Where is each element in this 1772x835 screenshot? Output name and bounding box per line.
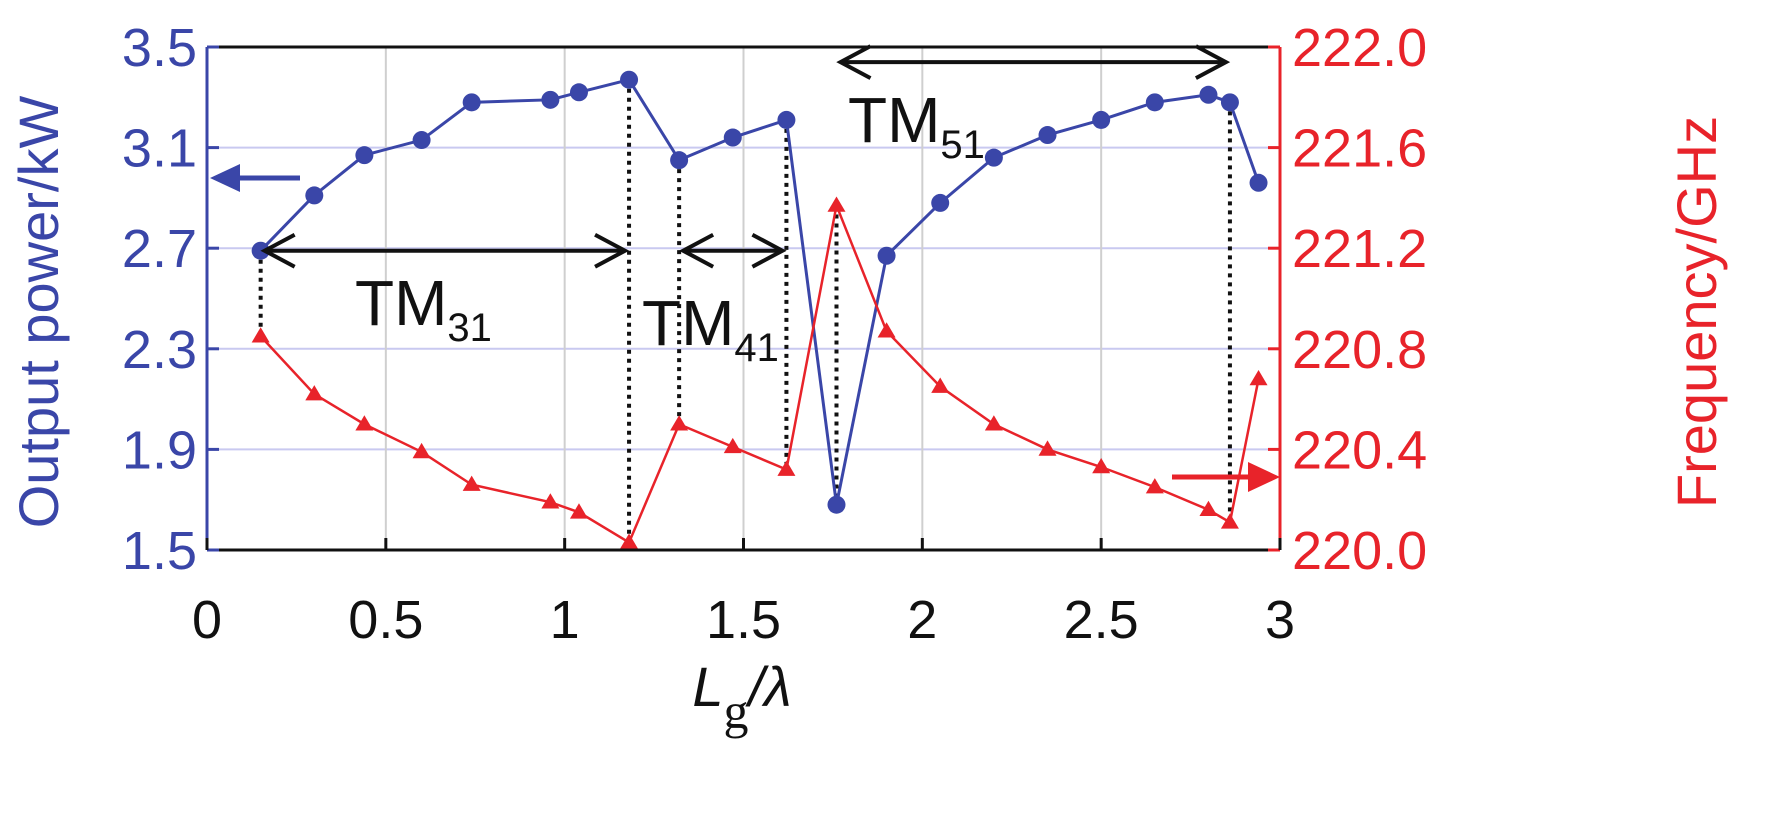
frequency-point bbox=[412, 442, 431, 459]
power-point bbox=[827, 495, 846, 514]
mode-label: TM51 bbox=[848, 84, 985, 167]
mode-span-arrowhead-left bbox=[678, 232, 715, 269]
power-point bbox=[569, 83, 588, 102]
grid-layer bbox=[207, 47, 1280, 550]
x-tick-label: 1.5 bbox=[706, 590, 781, 650]
power-point bbox=[462, 93, 481, 112]
x-axis-title-main: L bbox=[692, 655, 723, 718]
mode-span-arrowhead-right bbox=[594, 232, 630, 269]
power-point bbox=[984, 148, 1003, 167]
x-axis-title-tail: /λ bbox=[745, 655, 792, 718]
dotted-lines-layer bbox=[258, 79, 1232, 543]
right-tick-label: 222.0 bbox=[1292, 18, 1427, 78]
frequency-point bbox=[1199, 500, 1218, 517]
frequency-point bbox=[620, 533, 639, 549]
left-axis-title: Output power/kW bbox=[7, 96, 70, 529]
frequency-point bbox=[777, 460, 796, 476]
power-point bbox=[931, 193, 950, 212]
mode-span-arrowhead-left bbox=[260, 232, 296, 269]
frequency-point bbox=[462, 475, 481, 491]
frequency-point bbox=[931, 377, 950, 393]
x-tick-label: 3 bbox=[1265, 590, 1295, 650]
right-axis-indicator-arrowhead bbox=[1248, 462, 1280, 492]
left-tick-label: 3.5 bbox=[122, 18, 197, 78]
frequency-point bbox=[984, 415, 1003, 431]
frequency-point bbox=[541, 493, 560, 509]
frequency-point bbox=[305, 385, 324, 401]
right-tick-label: 221.2 bbox=[1292, 219, 1427, 279]
power-point bbox=[1145, 93, 1164, 112]
power-point bbox=[305, 186, 324, 205]
mode-span-arrowhead-right bbox=[1194, 44, 1231, 80]
frequency-point bbox=[251, 327, 270, 343]
power-point bbox=[355, 146, 374, 165]
power-point bbox=[541, 90, 560, 109]
power-point bbox=[723, 128, 742, 147]
mode-label: TM31 bbox=[355, 267, 492, 350]
power-point bbox=[1199, 85, 1218, 104]
axis-indicator-arrows bbox=[210, 164, 1280, 492]
mode-label-sub: 51 bbox=[940, 123, 985, 167]
mode-span-arrowhead-left bbox=[836, 44, 872, 80]
frequency-point bbox=[355, 415, 374, 431]
mode-span-arrowhead-right bbox=[751, 232, 787, 269]
frequency-point bbox=[723, 437, 742, 454]
frequency-point bbox=[877, 322, 896, 338]
mode-label-sub: 31 bbox=[447, 306, 492, 350]
x-tick-label: 2.5 bbox=[1064, 590, 1139, 650]
frequency-point bbox=[827, 196, 846, 212]
left-tick-label: 2.3 bbox=[122, 320, 197, 380]
frequency-point bbox=[1220, 513, 1239, 529]
x-axis-title-sub: g bbox=[724, 683, 749, 739]
right-tick-label: 220.0 bbox=[1292, 521, 1427, 581]
power-point bbox=[1092, 110, 1111, 129]
frequency-point bbox=[1092, 458, 1111, 474]
power-point bbox=[777, 110, 796, 129]
frequency-point bbox=[670, 415, 689, 431]
tick-labels-layer: 1.51.92.32.73.13.5220.0220.4220.8221.222… bbox=[122, 18, 1427, 650]
right-series-line bbox=[259, 200, 1260, 545]
left-tick-label: 3.1 bbox=[122, 119, 197, 179]
power-point bbox=[620, 70, 639, 89]
x-tick-label: 0.5 bbox=[348, 590, 423, 650]
power-point bbox=[1038, 126, 1057, 145]
right-tick-label: 221.6 bbox=[1292, 119, 1427, 179]
x-tick-label: 1 bbox=[550, 590, 580, 650]
left-tick-label: 1.5 bbox=[122, 521, 197, 581]
power-point bbox=[670, 151, 689, 170]
axes-layer bbox=[205, 45, 1282, 552]
power-point bbox=[412, 131, 431, 150]
power-point bbox=[1220, 93, 1239, 112]
frequency-point bbox=[1145, 478, 1164, 494]
right-tick-label: 220.8 bbox=[1292, 320, 1427, 380]
frequency-point bbox=[1038, 440, 1057, 456]
power-point bbox=[1249, 173, 1268, 192]
left-axis-indicator-arrowhead bbox=[210, 164, 240, 192]
frequency-point bbox=[1249, 369, 1268, 386]
mode-label-sub: 41 bbox=[734, 326, 779, 370]
x-axis-title: Lg/λ bbox=[692, 655, 791, 739]
right-axis-title: Frequency/GHz bbox=[1665, 116, 1728, 508]
mode-label-main: TM bbox=[642, 287, 734, 359]
mode-label: TM41 bbox=[642, 287, 779, 370]
mode-label-main: TM bbox=[848, 84, 940, 156]
frequency-point bbox=[569, 503, 588, 519]
x-tick-label: 0 bbox=[192, 590, 222, 650]
left-tick-label: 1.9 bbox=[122, 420, 197, 480]
mode-label-main: TM bbox=[355, 267, 447, 339]
x-tick-label: 2 bbox=[907, 590, 937, 650]
power-point bbox=[877, 246, 896, 265]
left-tick-label: 2.7 bbox=[122, 219, 197, 279]
right-tick-label: 220.4 bbox=[1292, 420, 1427, 480]
